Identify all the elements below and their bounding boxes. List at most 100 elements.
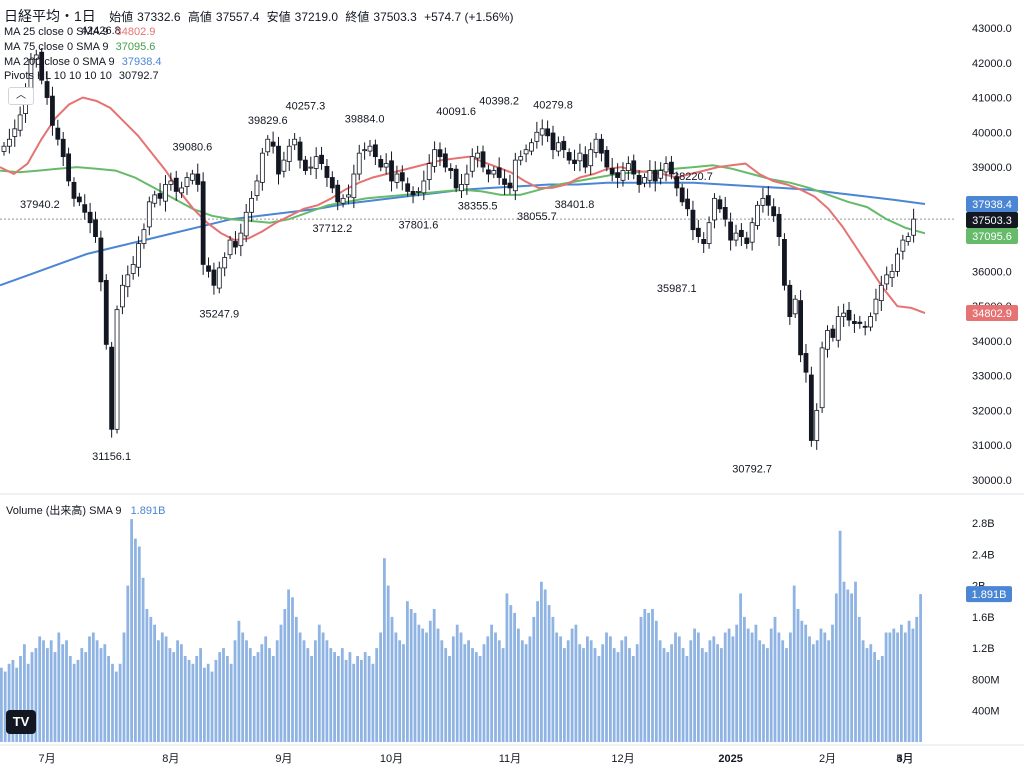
volume-bar xyxy=(111,663,114,742)
indicator-ma25[interactable]: MA 25 close 0 SMA 9 34802.9 xyxy=(4,26,159,38)
volume-bar xyxy=(160,632,164,742)
candle-body xyxy=(12,128,18,137)
volume-bar xyxy=(792,585,796,742)
candle-body xyxy=(448,168,454,171)
candle-body xyxy=(50,95,55,126)
volume-bar xyxy=(517,628,520,742)
candle-body xyxy=(362,149,368,152)
price-badge-label: 34802.9 xyxy=(972,308,1012,320)
volume-bar xyxy=(628,648,631,742)
candle-body xyxy=(841,312,847,317)
candle-body xyxy=(222,257,228,269)
candle-body xyxy=(835,316,841,341)
volume-bar xyxy=(459,632,463,742)
volume-legend[interactable]: Volume (出来高) SMA 9 1.891B xyxy=(6,502,165,518)
candle-body xyxy=(523,149,529,155)
volume-bar xyxy=(252,656,256,742)
volume-bar xyxy=(149,616,153,742)
volume-bar xyxy=(842,581,846,742)
candle-body xyxy=(17,114,23,131)
candle-body xyxy=(351,173,357,199)
tradingview-logo-icon[interactable]: TV xyxy=(6,710,36,734)
candle-body xyxy=(889,270,895,279)
candle-body xyxy=(717,199,723,210)
volume-bar xyxy=(256,652,260,742)
volume-bar xyxy=(428,620,432,742)
candle-body xyxy=(534,131,540,142)
candle-body xyxy=(1,145,7,152)
volume-bar xyxy=(80,648,84,742)
volume-bar xyxy=(586,636,589,742)
volume-bar xyxy=(206,663,210,742)
candle-body xyxy=(329,177,335,189)
candle-body xyxy=(168,180,174,185)
time-tick-label: 8月 xyxy=(162,753,179,765)
pivot-label: 42426.8 xyxy=(81,25,121,37)
volume-bar xyxy=(731,636,735,742)
volume-bar xyxy=(827,640,831,742)
volume-bar xyxy=(643,609,647,742)
candle-body xyxy=(340,197,346,204)
price-badge xyxy=(966,305,1018,322)
volume-sma-label: SMA 9 xyxy=(89,505,122,517)
candle-body xyxy=(372,144,378,158)
volume-bar xyxy=(850,593,853,742)
indicator-ma75[interactable]: MA 75 close 0 SMA 9 37095.6 xyxy=(4,41,159,53)
volume-bar xyxy=(248,648,252,742)
volume-bar xyxy=(310,656,313,742)
collapse-legend-button[interactable]: ︿ xyxy=(8,87,34,105)
volume-bar xyxy=(229,663,233,742)
candle-body xyxy=(760,197,766,206)
volume-bar xyxy=(379,632,382,742)
indicator-value: 34802.9 xyxy=(115,26,156,38)
candle-body xyxy=(658,170,664,179)
candle-body xyxy=(152,194,158,204)
volume-bar xyxy=(789,632,792,742)
indicator-pivots[interactable]: Pivots HL 10 10 10 10 30792.7 xyxy=(4,70,163,82)
price-badge xyxy=(966,211,1018,228)
volume-bar xyxy=(834,593,838,742)
symbol-title[interactable]: 日経平均・1日 xyxy=(4,8,96,24)
volume-bar xyxy=(693,628,696,742)
volume-bar xyxy=(727,628,731,742)
volume-bar xyxy=(283,609,287,742)
volume-bar xyxy=(363,652,367,742)
price-tick-label: 36000.0 xyxy=(972,266,1012,278)
volume-bar xyxy=(126,585,130,742)
candle-body xyxy=(71,181,77,199)
pivot-label: 38355.5 xyxy=(458,200,498,212)
volume-bar xyxy=(811,644,815,742)
candle-body xyxy=(572,159,577,165)
volume-bar xyxy=(260,644,264,742)
volume-bar xyxy=(340,648,344,742)
candle-body xyxy=(808,374,814,441)
candle-body xyxy=(588,149,594,167)
volume-tick-label: 1.6B xyxy=(972,612,995,624)
volume-bar xyxy=(38,636,42,742)
pivot-label: 40279.8 xyxy=(533,100,573,112)
indicator-ma200[interactable]: MA 200 close 0 SMA 9 37938.4 xyxy=(4,56,166,68)
volume-bar xyxy=(49,640,53,742)
close-label: 終値 xyxy=(345,10,370,24)
candle-body xyxy=(399,172,405,182)
pivot-label: 37940.2 xyxy=(20,199,60,211)
volume-bar xyxy=(647,612,650,742)
candle-body xyxy=(555,142,561,152)
volume-bar xyxy=(107,656,110,742)
volume-bar xyxy=(432,609,436,742)
candle-body xyxy=(459,184,464,192)
candle-body xyxy=(496,167,502,178)
candle-body xyxy=(507,182,513,189)
candle-body xyxy=(690,209,696,231)
volume-bar xyxy=(222,648,225,742)
volume-bar xyxy=(451,636,455,742)
volume-tick-label: 2.4B xyxy=(972,549,995,561)
volume-bar xyxy=(226,656,229,742)
volume-bar xyxy=(528,636,532,742)
volume-bar xyxy=(563,648,566,742)
time-tick-label: 4月 xyxy=(896,753,913,765)
volume-bar xyxy=(785,648,788,742)
volume-bar xyxy=(23,644,26,742)
candle-body xyxy=(825,330,830,350)
